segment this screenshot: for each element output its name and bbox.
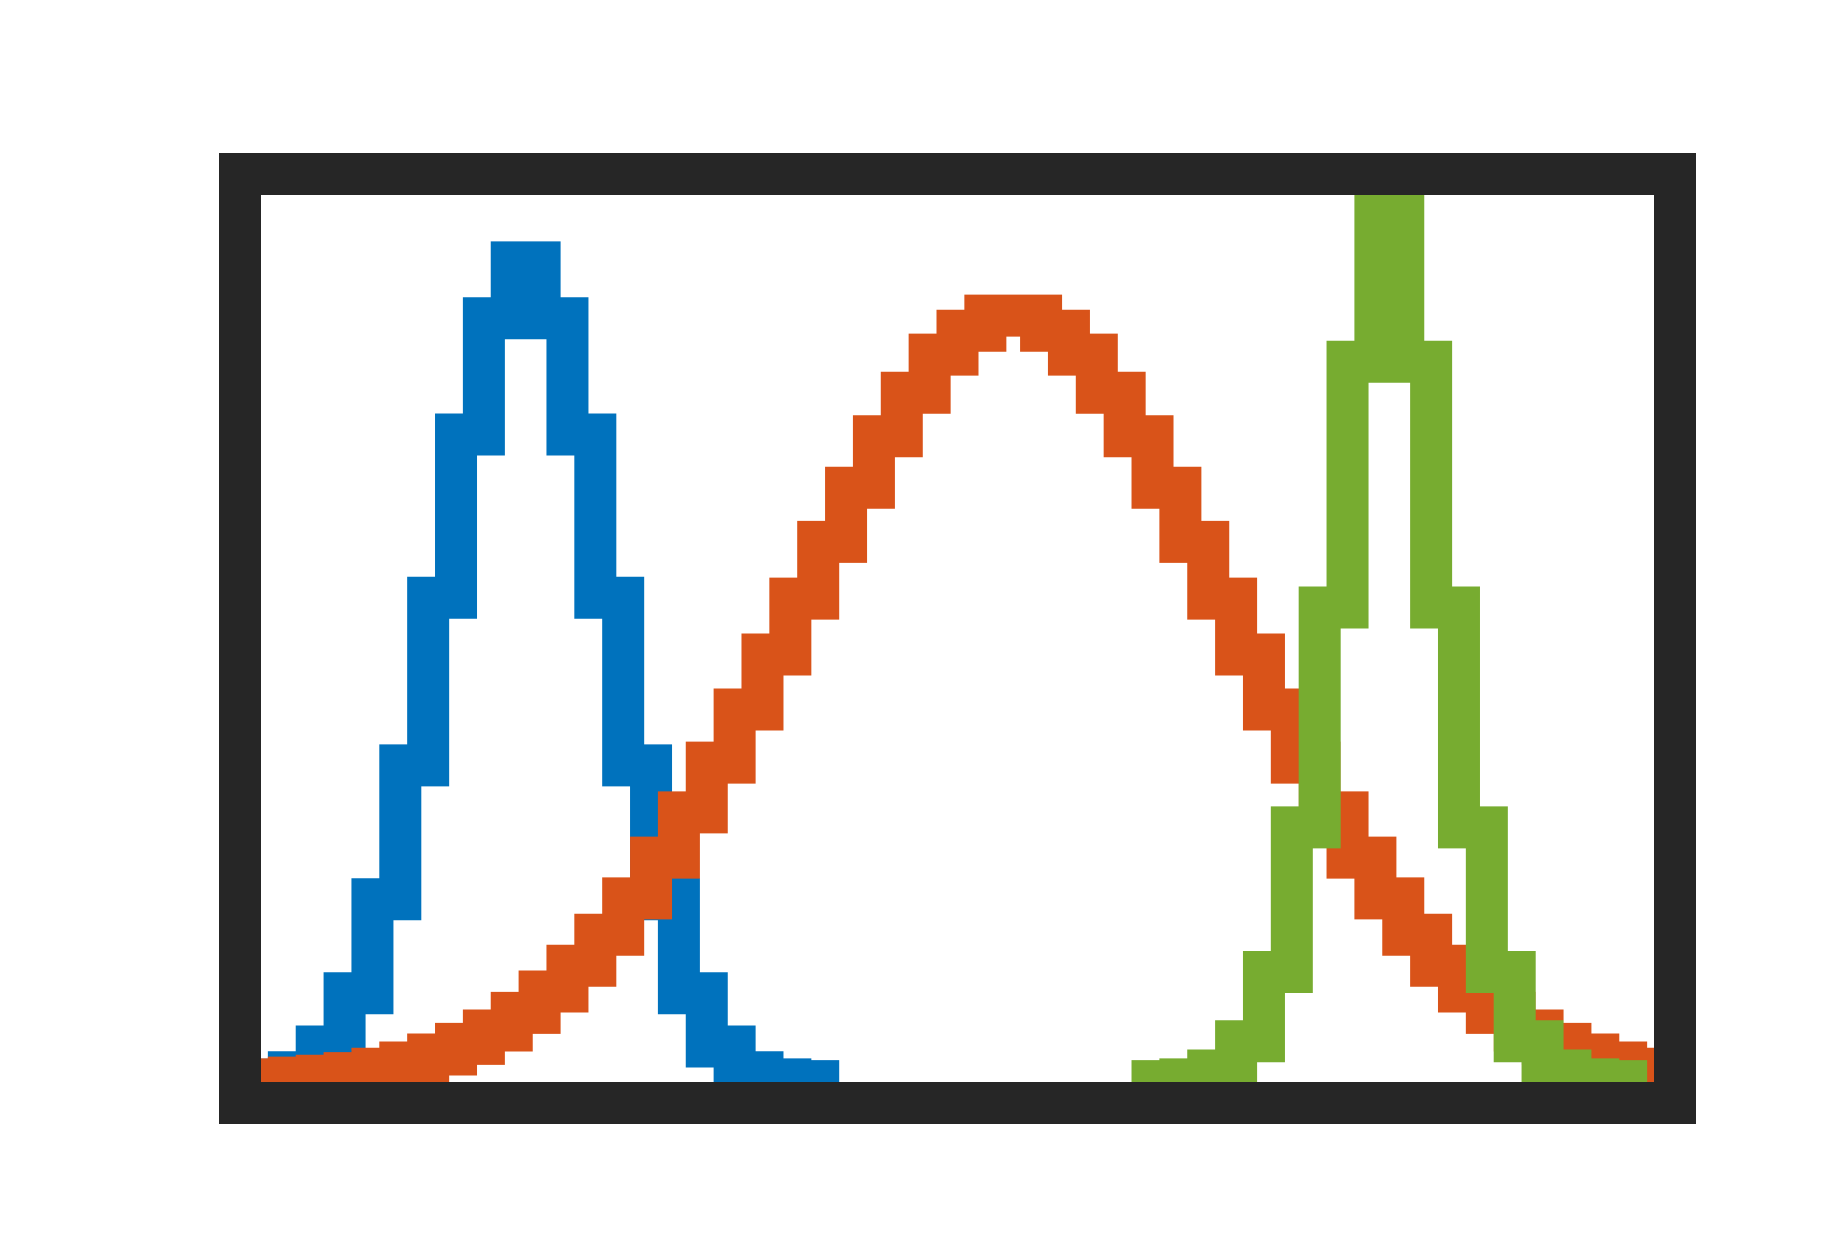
histogram-bin — [958, 331, 986, 1082]
histogram-series-2 — [240, 294, 1675, 1101]
series-layer — [240, 174, 1675, 1103]
histogram-bin — [1013, 316, 1041, 1082]
histogram-bin — [818, 542, 846, 1082]
histogram-bin — [930, 355, 958, 1082]
histogram-step-outline — [240, 241, 840, 1103]
histogram-bin — [985, 316, 1013, 1082]
histogram-bin — [846, 488, 874, 1082]
histogram-bin — [1180, 542, 1208, 1082]
axes-box — [219, 153, 1696, 1124]
histogram-bin — [512, 262, 540, 1082]
histogram-bin — [1069, 355, 1097, 1082]
histogram-bin — [1041, 331, 1069, 1082]
histogram-bin — [874, 436, 902, 1082]
histogram-step-outline — [240, 294, 1675, 1101]
histogram-bin — [1125, 436, 1153, 1082]
histogram-bin — [1097, 393, 1125, 1082]
histogram-series-1 — [240, 241, 840, 1103]
histogram-bin — [1153, 488, 1181, 1082]
histogram-bin — [902, 393, 930, 1082]
